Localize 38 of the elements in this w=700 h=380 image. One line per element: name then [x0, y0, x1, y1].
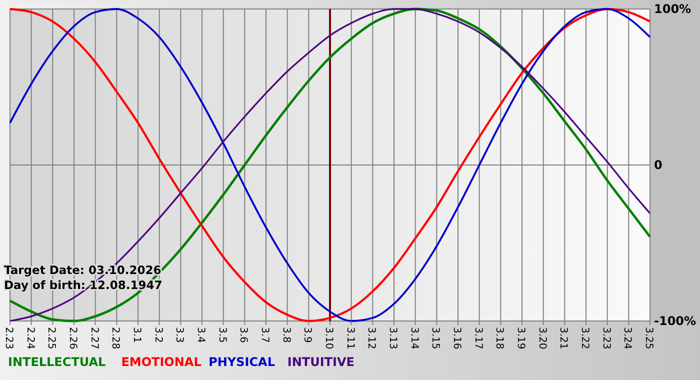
x-tick-label: 2.23 [3, 327, 14, 350]
x-tick-label: 3.3 [174, 327, 185, 343]
x-tick-label: 3.20 [536, 327, 548, 350]
x-tick-label: 2.27 [88, 327, 100, 350]
x-tick-label: 3.4 [195, 327, 206, 343]
x-tick-label: 3.15 [430, 327, 441, 350]
x-tick-label: 3.13 [387, 327, 398, 350]
x-tick-label: 3.2 [152, 327, 164, 343]
text: INTUITIVE [287, 355, 354, 369]
x-tick-label: 2.25 [46, 327, 57, 350]
x-tick-label: 3.11 [344, 327, 356, 350]
x-tick-label: 3.10 [323, 327, 334, 350]
text: PHYSICAL [208, 355, 276, 369]
x-tick-label: 3.14 [408, 327, 420, 350]
text: EMOTIONAL [121, 355, 202, 369]
x-tick-label: 2.28 [110, 327, 121, 350]
x-tick-label: 3.23 [600, 327, 612, 350]
x-tick-label: 3.9 [302, 327, 313, 343]
x-tick-label: 3.25 [643, 327, 654, 350]
x-tick-label: 3.17 [472, 327, 484, 350]
y-tick-label: -100% [654, 314, 696, 328]
x-tick-label: 3.24 [622, 327, 633, 350]
x-tick-label: 3.22 [579, 327, 590, 350]
y-tick-label: 100% [654, 2, 692, 16]
x-tick-label: 3.19 [515, 327, 526, 350]
x-tick-label: 3.18 [494, 327, 505, 350]
x-tick-label: 3.12 [366, 327, 377, 350]
x-tick-label: 2.24 [24, 327, 36, 350]
x-tick-label: 3.6 [238, 327, 249, 343]
x-tick-label: 3.1 [131, 327, 142, 343]
x-tick-label: 2.26 [67, 327, 78, 350]
x-tick-label: 3.5 [216, 327, 228, 343]
x-tick-label: 3.7 [259, 327, 270, 343]
y-tick-label: 0 [654, 158, 662, 172]
x-tick-label: 3.21 [558, 327, 569, 350]
x-tick-label: 3.8 [280, 327, 292, 343]
x-tick-label: 3.16 [451, 327, 462, 350]
text: INTELLECTUAL [8, 355, 106, 369]
